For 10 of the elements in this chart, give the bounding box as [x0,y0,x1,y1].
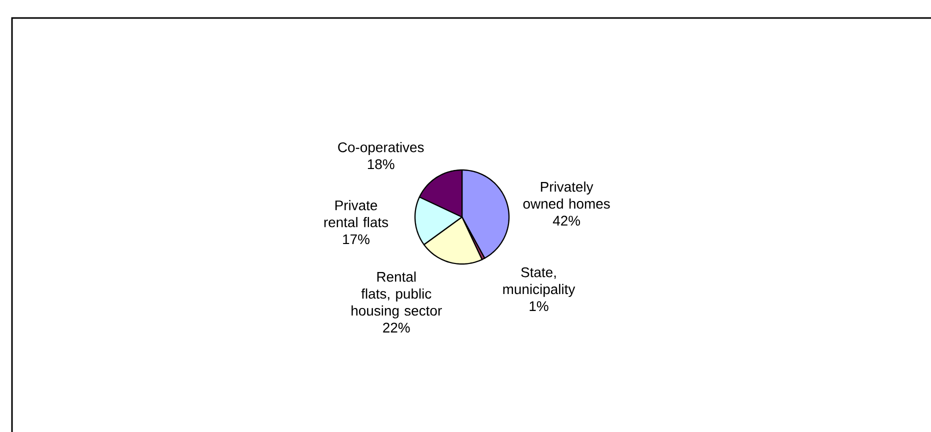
slice-label: State, municipality [503,267,576,297]
data-label: 42% [552,216,580,226]
data-label: 18% [368,159,394,170]
slice-label: Co-operatives [338,142,424,155]
data-label: 1% [530,301,548,312]
slice-label: Private rental flats [324,200,388,228]
data-label: 22% [383,322,410,333]
slice-label: Rental flats, public housing sector [352,272,442,318]
slice-label: Privately owned homes [523,182,610,209]
data-label: 17% [343,234,370,244]
